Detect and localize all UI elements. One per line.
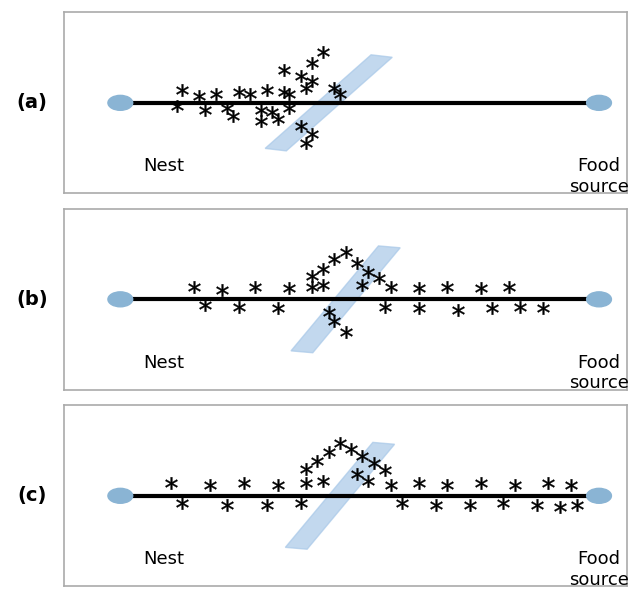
Text: Food
source: Food source [569, 550, 629, 589]
Ellipse shape [587, 95, 611, 111]
Bar [265, 55, 392, 151]
Bar [291, 246, 400, 353]
Text: Nest: Nest [143, 354, 184, 371]
Text: Nest: Nest [143, 157, 184, 175]
Ellipse shape [587, 292, 611, 307]
Text: (a): (a) [17, 93, 47, 112]
Bar [285, 442, 395, 550]
Ellipse shape [108, 292, 132, 307]
Text: Food
source: Food source [569, 157, 629, 196]
Text: Nest: Nest [143, 550, 184, 568]
Text: (b): (b) [16, 290, 48, 309]
Ellipse shape [108, 488, 132, 503]
Ellipse shape [108, 95, 132, 111]
Text: Food
source: Food source [569, 354, 629, 392]
Text: (c): (c) [17, 486, 47, 505]
Ellipse shape [587, 488, 611, 503]
